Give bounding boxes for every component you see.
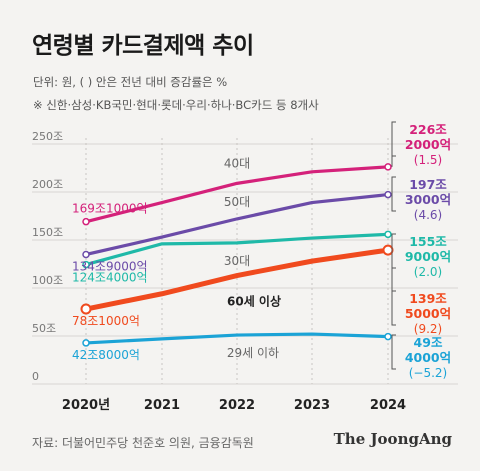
page-title: 연령별 카드결제액 추이 xyxy=(32,33,254,59)
series-name-label: 60세 이상 xyxy=(227,294,281,309)
series-name-label: 50대 xyxy=(224,195,250,209)
y-tick-label: 50조 xyxy=(32,322,56,335)
x-tick-label: 2024 xyxy=(370,398,406,413)
series-point xyxy=(384,163,392,171)
series-point xyxy=(82,217,90,226)
series-name-label: 29세 이하 xyxy=(227,346,279,360)
end-value-label: 4000억 xyxy=(405,350,451,365)
start-value-label: 134조9000억 xyxy=(72,259,148,273)
end-value-label: (1.5) xyxy=(414,153,442,167)
end-value-label: 9000억 xyxy=(405,249,451,264)
series-lines xyxy=(80,163,394,347)
unit-note: 단위: 원, ( ) 안은 전년 대비 증감률은 % xyxy=(33,75,228,89)
series-point xyxy=(382,244,394,256)
start-value-label: 42조8000억 xyxy=(72,348,140,362)
end-value-label: 49조 xyxy=(414,335,443,350)
end-value-label: 2000억 xyxy=(405,137,451,152)
x-tick-label: 2023 xyxy=(294,398,330,413)
x-tick-label: 2021 xyxy=(144,398,180,413)
series-point xyxy=(82,260,90,269)
end-label-bracket xyxy=(391,334,396,370)
end-label-bracket xyxy=(391,290,396,326)
end-label-bracket xyxy=(391,121,396,157)
end-value-label: 5000억 xyxy=(405,306,451,321)
y-tick-label: 100조 xyxy=(32,274,63,287)
start-value-label: 124조4000억 xyxy=(72,271,148,285)
x-tick-label: 2020년 xyxy=(62,398,110,413)
series-line xyxy=(84,192,390,257)
y-tick-label: 250조 xyxy=(32,130,63,143)
y-tick-label: 200조 xyxy=(32,178,63,191)
y-tick-label: 0 xyxy=(32,370,39,383)
end-value-label: (−5.2) xyxy=(409,366,448,380)
series-point xyxy=(80,303,92,315)
start-value-label: 169조1000억 xyxy=(72,202,148,216)
series-point xyxy=(82,250,90,259)
series-name-label: 40대 xyxy=(224,156,250,170)
y-tick-label: 150조 xyxy=(32,226,63,239)
series-point xyxy=(384,230,392,239)
series-point xyxy=(384,190,392,199)
y-axis-ticks: 0 50조 100조 150조 200조 250조 xyxy=(32,130,63,383)
end-value-label: (4.6) xyxy=(414,208,442,222)
series-point xyxy=(384,332,392,341)
series-line xyxy=(84,232,390,267)
series-line xyxy=(83,247,391,312)
brand-logo: The JoongAng xyxy=(333,430,452,448)
end-value-label: 197조 xyxy=(409,177,447,192)
series-line xyxy=(84,165,390,224)
start-value-label: 78조1000억 xyxy=(72,314,140,328)
scope-note: ※ 신한·삼성·KB국민·현대·롯데·우리·하나·BC카드 등 8개사 xyxy=(33,98,319,112)
end-label-bracket xyxy=(391,176,396,212)
series-point xyxy=(82,339,90,347)
x-tick-label: 2022 xyxy=(219,398,255,413)
end-value-label: 3000억 xyxy=(405,192,451,207)
end-value-label: 139조 xyxy=(409,291,447,306)
end-value-label: (2.0) xyxy=(414,265,442,279)
end-value-label: 155조 xyxy=(409,234,447,249)
x-axis-ticks: 2020년 2021 2022 2023 2024 xyxy=(62,398,406,413)
end-value-label: 226조 xyxy=(409,122,447,137)
series-line xyxy=(84,332,390,345)
source-note: 자료: 더불어민주당 천준호 의원, 금융감독원 xyxy=(32,436,254,450)
end-value-label: (9.2) xyxy=(414,322,442,336)
series-name-label: 30대 xyxy=(224,254,250,268)
